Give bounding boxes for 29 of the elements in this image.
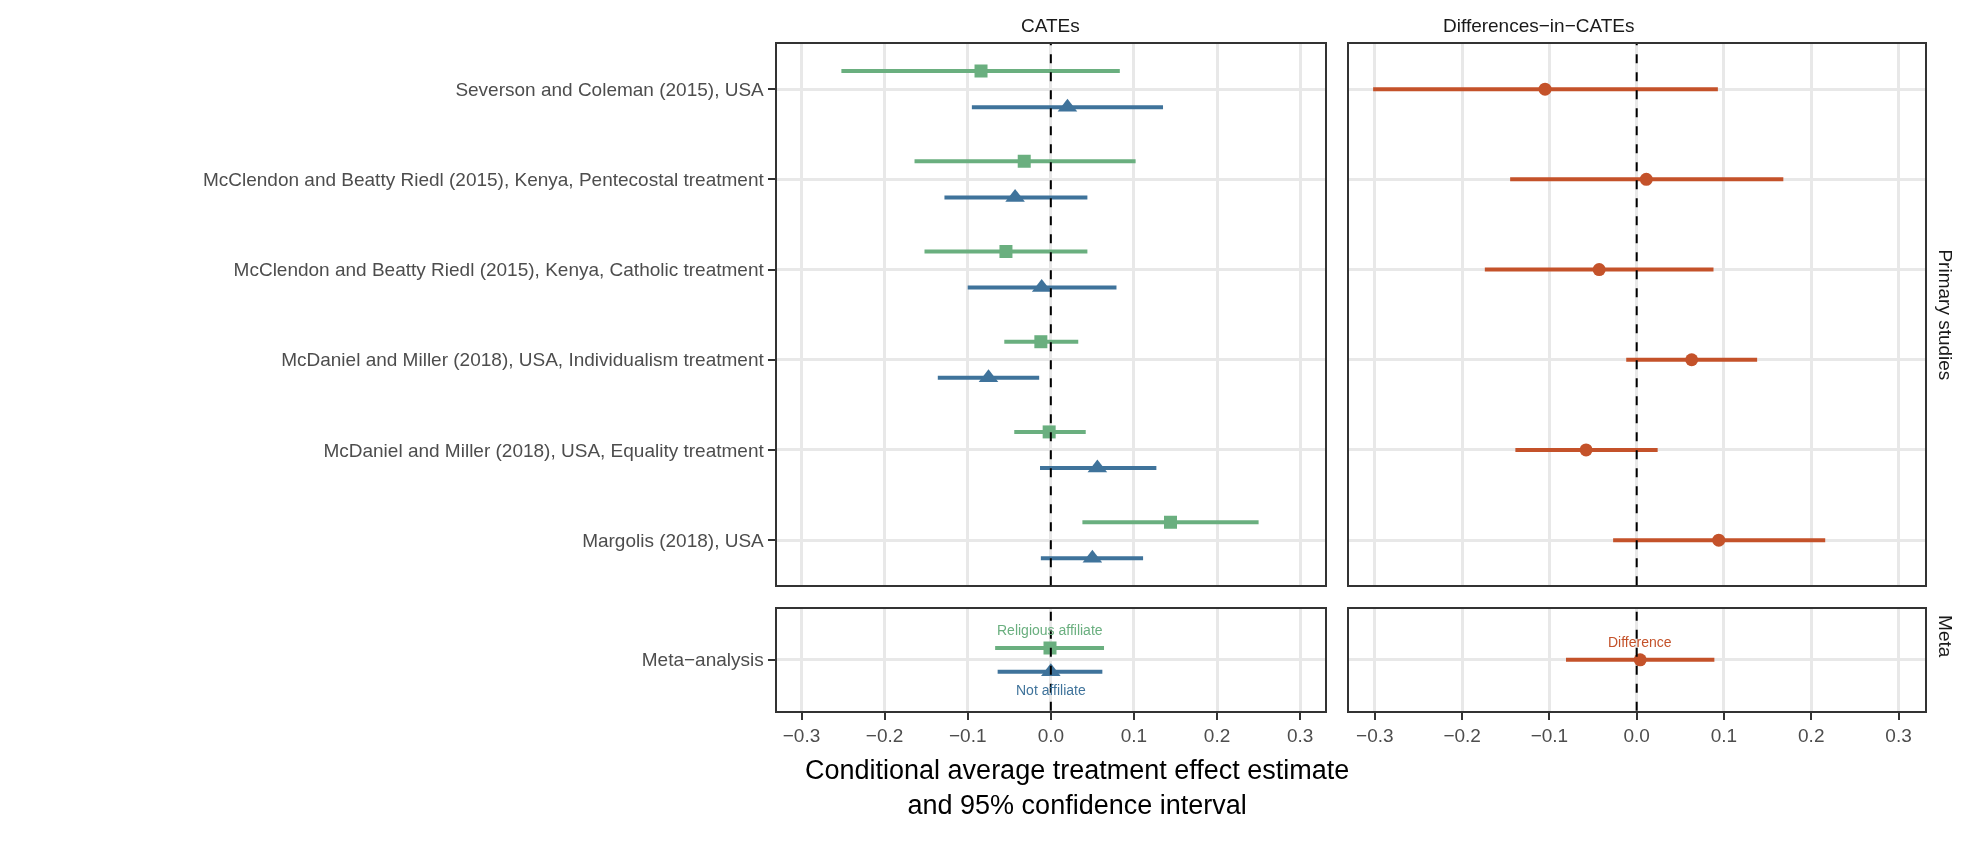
x-tick-label: 0.1 (1120, 725, 1148, 747)
x-tick-label: 0.3 (1885, 725, 1912, 747)
y-tick-label: McClendon and Beatty Riedl (2015), Kenya, Catholic treatment (233, 259, 765, 281)
series-label: Not affiliate (1016, 682, 1086, 698)
x-tick-label: 0.0 (1037, 725, 1065, 747)
y2-axis-title: Primary studies (1934, 249, 1956, 381)
x-tick-label: 0.0 (1623, 725, 1650, 747)
x-tick-label: −0.1 (948, 725, 987, 747)
chart-title: CATEs (1021, 15, 1080, 36)
y-tick-label: Margolis (2018), USA (582, 529, 765, 551)
x-tick-label: 0.3 (1286, 725, 1314, 747)
series-label: Religious affiliate (997, 622, 1103, 638)
x-tick-label: 0.2 (1203, 725, 1231, 747)
x-tick-label: 0.1 (1710, 725, 1738, 747)
x-tick-label: −0.3 (1356, 725, 1394, 747)
x-tick-label: −0.1 (1530, 725, 1569, 747)
x-tick-label: −0.2 (1443, 725, 1481, 747)
y-tick-label: Severson and Coleman (2015), USA (455, 78, 765, 100)
y-tick-label: Meta−analysis (641, 649, 764, 671)
y2-axis-title: Meta (1934, 615, 1956, 658)
x-tick-label: −0.2 (865, 725, 904, 747)
y-tick-label: McDaniel and Miller (2018), USA, Individualism treatment (281, 349, 765, 371)
x-tick-label: −0.3 (782, 725, 821, 747)
y-tick-label: McClendon and Beatty Riedl (2015), Kenya, Pentecostal treatment (202, 169, 765, 190)
x-axis-title: Conditional average treatment effect estimate and 95% confidence interval (805, 755, 1350, 821)
chart-title: Differences−in−CATEs (1443, 15, 1635, 36)
series-label: Difference (1608, 634, 1672, 650)
y-tick-label: McDaniel and Miller (2018), USA, Equality treatment (323, 439, 765, 461)
x-tick-label: 0.2 (1798, 725, 1825, 747)
